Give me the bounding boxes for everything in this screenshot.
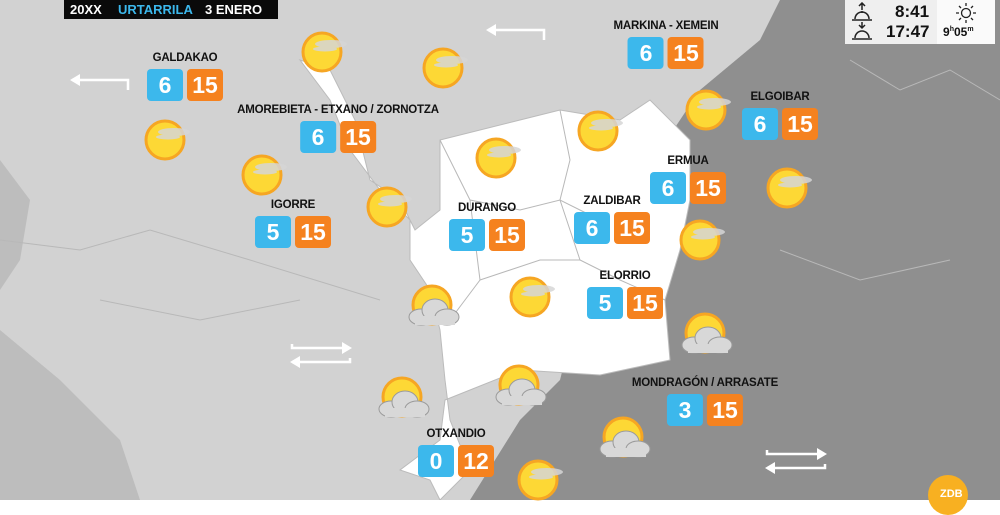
sun-haze-icon — [366, 186, 412, 228]
max-temp: 15 — [782, 108, 818, 140]
daylight-duration: 9h05m — [943, 25, 974, 39]
date-spanish: 3 ENERO — [205, 2, 263, 17]
min-temp: 6 — [742, 108, 778, 140]
sunset-time: 17:47 — [886, 22, 930, 41]
sun-times-panel: 8:41 17:47 9h05m — [845, 0, 995, 44]
sun-haze-icon — [301, 31, 347, 73]
min-temp: 0 — [418, 445, 454, 477]
sun-haze-icon — [685, 89, 731, 131]
max-temp: 15 — [690, 172, 726, 204]
wind-arrow-icon — [70, 74, 130, 90]
wind-arrow-icon — [290, 342, 352, 368]
city-name: AMOREBIETA - ETXANO / ZORNOTZA — [237, 104, 439, 116]
sun-icon — [956, 3, 976, 23]
max-temp: 15 — [706, 394, 743, 426]
sun-haze-icon — [422, 47, 468, 89]
city-forecast: MARKINA - XEMEIN 6 15 — [614, 20, 719, 69]
sun-haze-icon — [577, 110, 623, 152]
min-temp: 3 — [666, 394, 703, 426]
max-temp: 12 — [458, 445, 494, 477]
city-forecast: AMOREBIETA - ETXANO / ZORNOTZA 6 15 — [237, 104, 439, 153]
wind-arrow-icon — [486, 24, 546, 40]
sun-cloud-icon — [495, 364, 547, 406]
max-temp: 15 — [295, 216, 331, 248]
city-name: OTXANDIO — [426, 428, 486, 440]
sun-cloud-icon — [681, 312, 733, 354]
year: 20XX — [70, 2, 102, 17]
sun-haze-icon — [679, 219, 725, 261]
city-forecast: ERMUA 6 15 — [650, 155, 726, 204]
city-forecast: IGORRE 5 15 — [255, 199, 331, 248]
city-name: DURANGO — [457, 202, 516, 214]
sun-haze-icon — [766, 167, 812, 209]
city-name: ELGOIBAR — [750, 91, 810, 103]
city-name: MARKINA - XEMEIN — [613, 20, 719, 32]
month-basque: URTARRILA — [118, 2, 193, 17]
min-temp: 5 — [449, 219, 485, 251]
sun-cloud-icon — [599, 416, 651, 458]
max-temp: 15 — [489, 219, 525, 251]
city-forecast: ELORRIO 5 15 — [587, 270, 663, 319]
channel-logo: ZDB — [928, 475, 968, 515]
min-temp: 6 — [147, 69, 183, 101]
max-temp: 15 — [627, 287, 663, 319]
max-temp: 15 — [614, 212, 650, 244]
max-temp: 15 — [667, 37, 704, 69]
city-forecast: GALDAKAO 6 15 — [147, 52, 223, 101]
city-name: ZALDIBAR — [583, 195, 641, 207]
sun-haze-icon — [509, 276, 555, 318]
sun-cloud-icon — [408, 284, 460, 326]
city-forecast: ZALDIBAR 6 15 — [574, 195, 650, 244]
min-temp: 6 — [627, 37, 664, 69]
city-forecast: MONDRAGÓN / ARRASATE 3 15 — [632, 377, 778, 426]
sun-haze-icon — [144, 119, 190, 161]
city-forecast: DURANGO 5 15 — [449, 202, 525, 251]
max-temp: 15 — [339, 121, 376, 153]
city-name: ELORRIO — [599, 270, 651, 282]
date-bar: 20XX URTARRILA 3 ENERO — [64, 0, 278, 19]
sun-cloud-icon — [378, 376, 430, 418]
city-forecast: ELGOIBAR 6 15 — [742, 91, 818, 140]
sun-haze-icon — [475, 137, 521, 179]
sun-haze-icon — [517, 459, 563, 501]
city-name: IGORRE — [270, 199, 316, 211]
max-temp: 15 — [187, 69, 223, 101]
sunrise-icon — [852, 2, 872, 21]
city-forecast: OTXANDIO 0 12 — [418, 428, 494, 477]
min-temp: 5 — [587, 287, 623, 319]
min-temp: 6 — [650, 172, 686, 204]
city-name: GALDAKAO — [152, 52, 218, 64]
min-temp: 6 — [299, 121, 336, 153]
sunrise-time: 8:41 — [895, 2, 930, 21]
wind-arrow-icon — [765, 448, 827, 474]
sun-haze-icon — [241, 154, 287, 196]
city-name: MONDRAGÓN / ARRASATE — [631, 377, 779, 389]
city-name: ERMUA — [667, 155, 709, 167]
min-temp: 5 — [255, 216, 291, 248]
sunset-icon — [852, 22, 872, 40]
min-temp: 6 — [574, 212, 610, 244]
